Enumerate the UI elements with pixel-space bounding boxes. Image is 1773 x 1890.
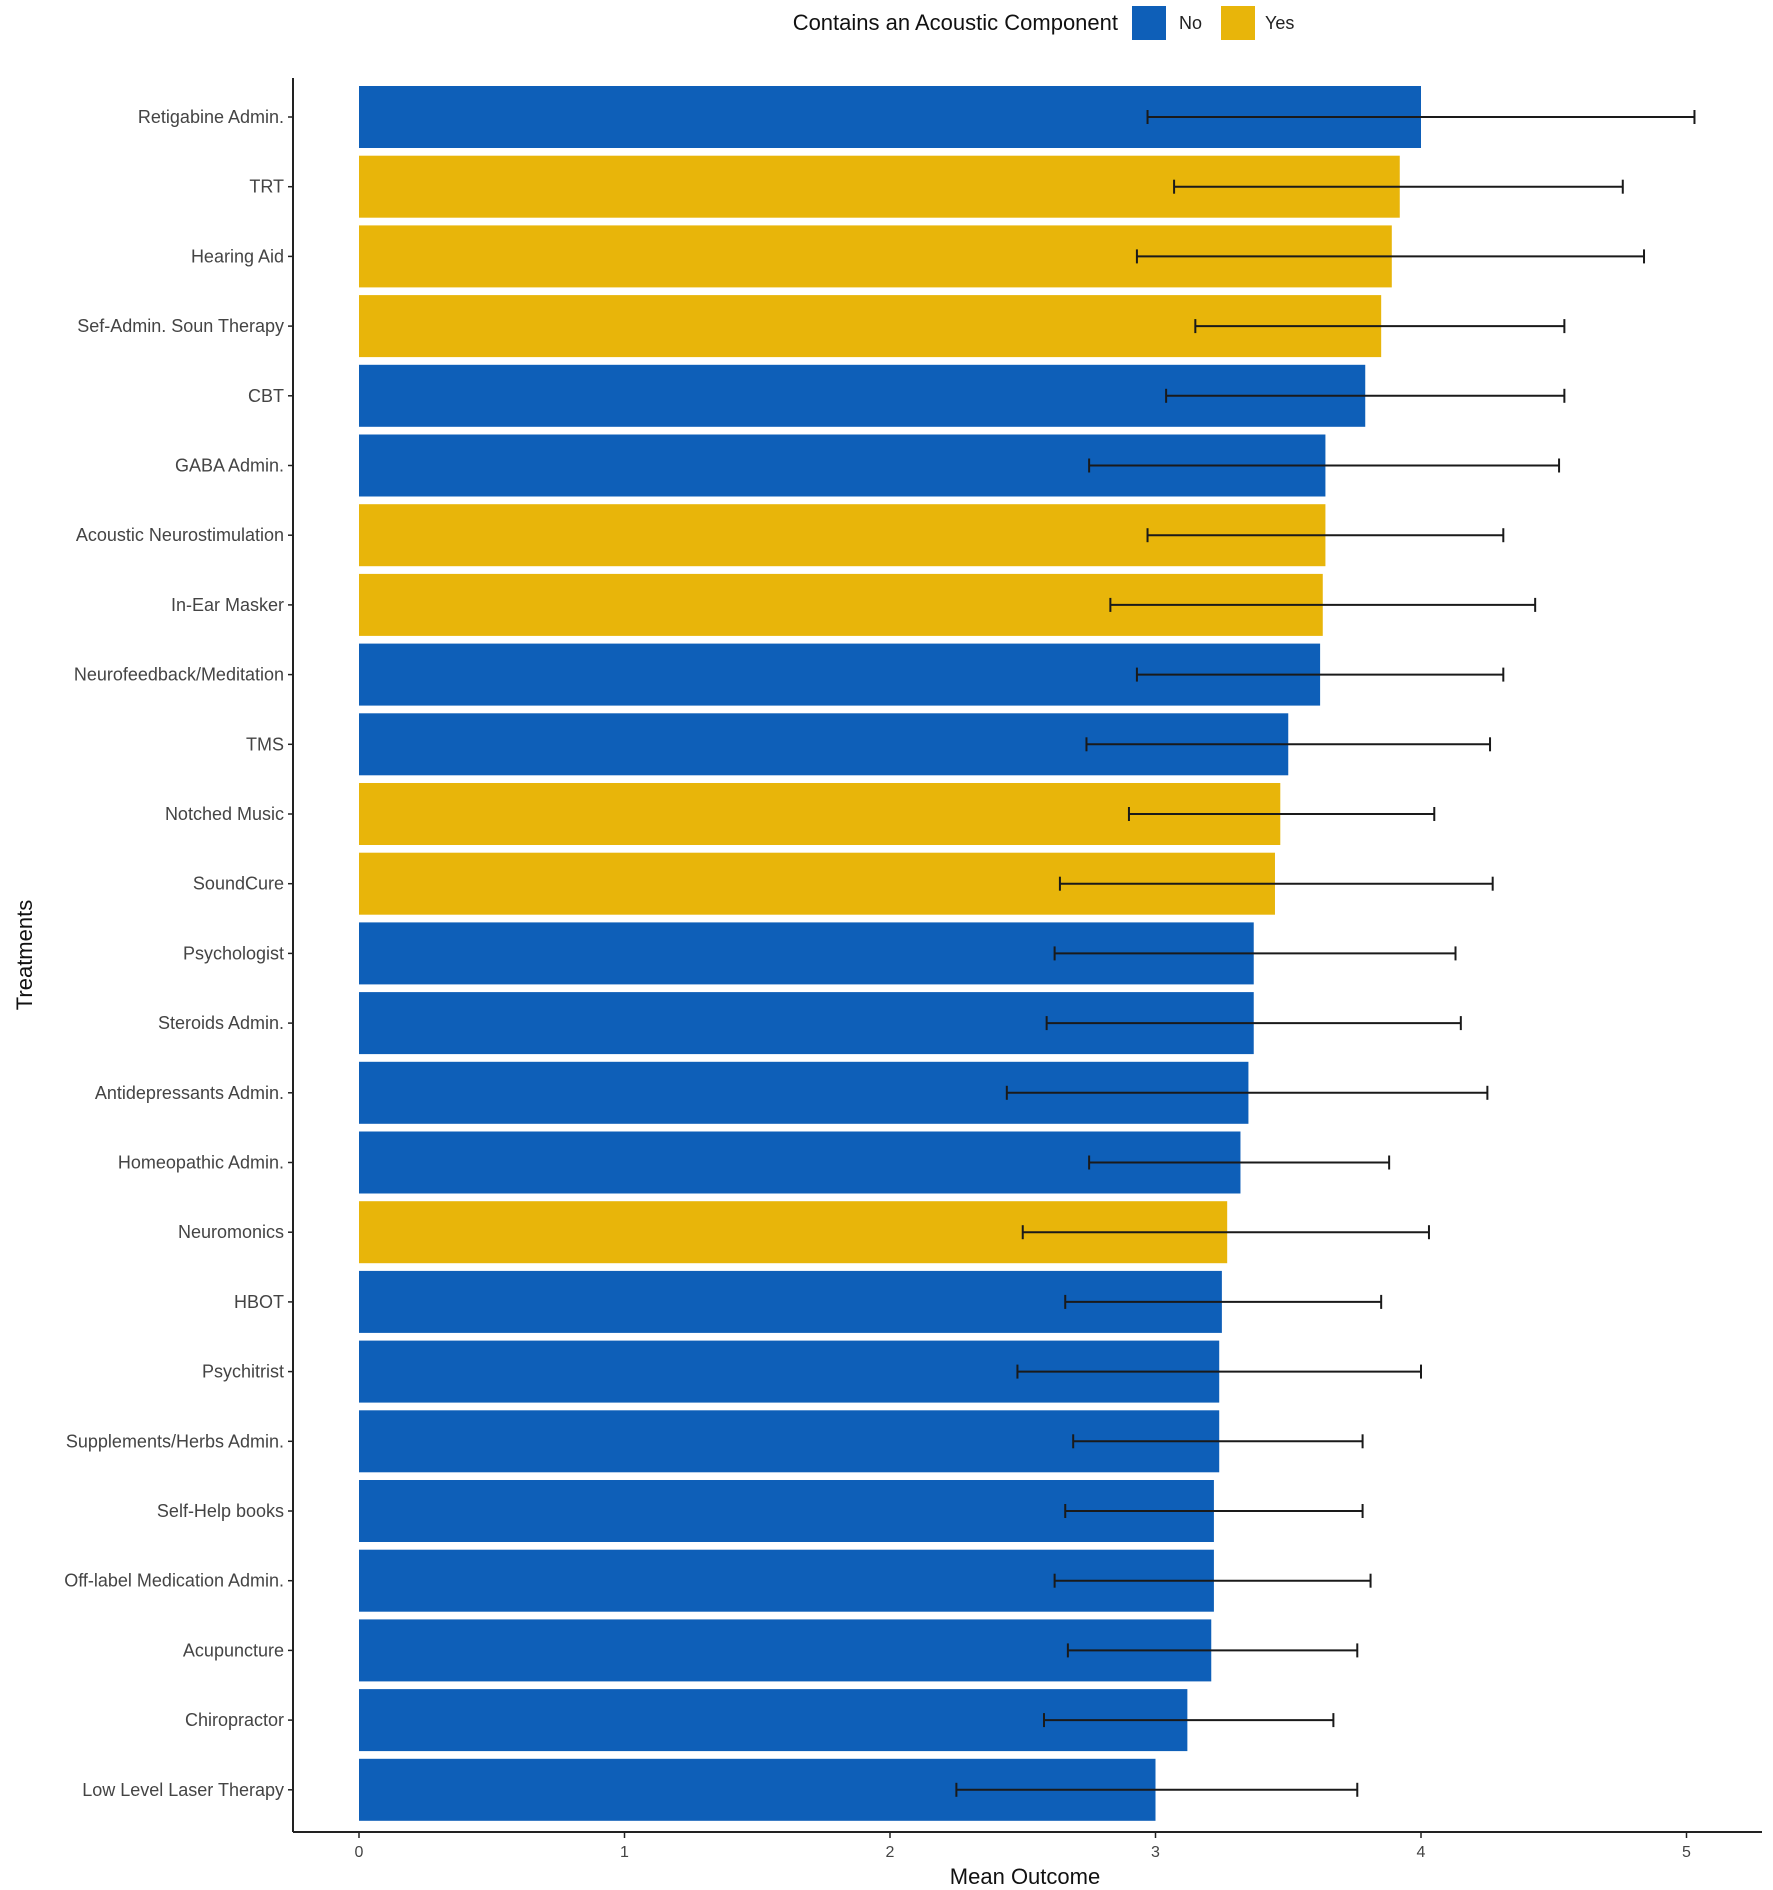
y-tick-label: GABA Admin. bbox=[175, 456, 284, 476]
error-bar-4 bbox=[1165, 388, 1566, 403]
error-bar-10 bbox=[1127, 807, 1436, 821]
bar-10 bbox=[359, 783, 1281, 845]
error-bar-6 bbox=[1146, 528, 1505, 543]
y-tick-label: Neurofeedback/Meditation bbox=[74, 665, 284, 685]
y-tick-label: HBOT bbox=[234, 1292, 284, 1312]
y-tick-label: Retigabine Admin. bbox=[138, 107, 284, 127]
error-bar-22 bbox=[1066, 1643, 1359, 1658]
y-tick-label: Antidepressants Admin. bbox=[95, 1083, 284, 1103]
y-tick-label: Chiropractor bbox=[185, 1710, 284, 1730]
x-tick-label: 5 bbox=[1682, 1844, 1691, 1861]
y-tick-label: Acoustic Neurostimulation bbox=[76, 525, 284, 545]
legend-label-yes: Yes bbox=[1265, 13, 1294, 33]
y-tick-label: Psychitrist bbox=[202, 1362, 284, 1382]
error-bar-1 bbox=[1173, 179, 1624, 194]
error-bar-11 bbox=[1058, 876, 1494, 891]
y-tick-label: Sef-Admin. Soun Therapy bbox=[77, 316, 284, 336]
error-bar-9 bbox=[1085, 737, 1492, 752]
error-bar-17 bbox=[1064, 1294, 1383, 1309]
error-bar-0 bbox=[1146, 110, 1696, 124]
x-tick-label: 2 bbox=[886, 1844, 895, 1861]
y-tick-label: TRT bbox=[249, 177, 284, 197]
plot-area bbox=[359, 86, 1696, 1821]
y-tick-label: Supplements/Herbs Admin. bbox=[66, 1431, 284, 1451]
y-tick-label: Steroids Admin. bbox=[158, 1013, 284, 1033]
legend: Contains an Acoustic Component No Yes bbox=[793, 6, 1294, 40]
legend-label-no: No bbox=[1179, 13, 1202, 33]
x-tick-label: 4 bbox=[1417, 1844, 1426, 1861]
error-bar-3 bbox=[1194, 319, 1566, 334]
y-tick-label: Psychologist bbox=[183, 943, 284, 963]
error-bar-5 bbox=[1088, 458, 1561, 473]
y-tick-label: Off-label Medication Admin. bbox=[64, 1571, 284, 1591]
y-tick-label: Homeopathic Admin. bbox=[118, 1153, 284, 1173]
legend-title: Contains an Acoustic Component bbox=[793, 10, 1118, 35]
y-axis-ticks: Retigabine Admin. TRT Hearing Aid Sef-Admin… bbox=[64, 107, 293, 1800]
error-bar-12 bbox=[1053, 946, 1457, 961]
y-tick-label: Acupuncture bbox=[183, 1640, 284, 1660]
x-axis-ticks: 0 1 2 3 4 5 bbox=[355, 1832, 1691, 1861]
error-bar-13 bbox=[1045, 1016, 1462, 1031]
y-tick-label: CBT bbox=[248, 386, 284, 406]
x-axis-title: Mean Outcome bbox=[950, 1864, 1100, 1889]
x-tick-label: 3 bbox=[1151, 1844, 1160, 1861]
error-bar-24 bbox=[955, 1782, 1359, 1797]
error-bar-2 bbox=[1135, 249, 1646, 264]
error-bar-16 bbox=[1021, 1225, 1430, 1240]
y-tick-label: Notched Music bbox=[165, 804, 284, 824]
y-tick-label: In-Ear Masker bbox=[171, 595, 284, 615]
error-bar-14 bbox=[1005, 1085, 1489, 1100]
x-tick-label: 0 bbox=[355, 1844, 364, 1861]
x-tick-label: 1 bbox=[620, 1844, 629, 1861]
error-bar-18 bbox=[1016, 1364, 1422, 1379]
y-tick-label: SoundCure bbox=[193, 874, 284, 894]
y-tick-label: Hearing Aid bbox=[191, 246, 284, 266]
error-bar-15 bbox=[1088, 1155, 1391, 1170]
error-bar-23 bbox=[1042, 1713, 1335, 1728]
error-bar-21 bbox=[1053, 1573, 1372, 1588]
legend-swatch-yes bbox=[1221, 6, 1255, 40]
y-tick-label: TMS bbox=[246, 734, 284, 754]
y-axis-title: Treatments bbox=[12, 900, 37, 1010]
error-bar-19 bbox=[1072, 1434, 1364, 1449]
y-tick-label: Neuromonics bbox=[178, 1222, 284, 1242]
y-tick-label: Low Level Laser Therapy bbox=[82, 1780, 284, 1800]
error-bar-7 bbox=[1109, 597, 1537, 612]
error-bar-20 bbox=[1064, 1504, 1364, 1518]
y-tick-label: Self-Help books bbox=[157, 1501, 284, 1521]
legend-swatch-no bbox=[1132, 6, 1166, 40]
error-bar-8 bbox=[1135, 667, 1505, 682]
